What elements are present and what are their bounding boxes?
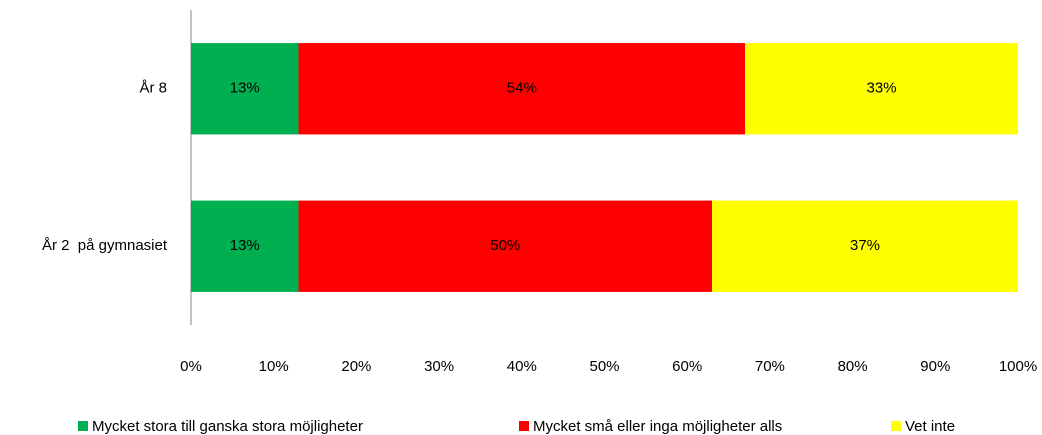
bar-segment [712, 200, 1018, 292]
legend-swatch [891, 421, 901, 431]
x-tick-label: 30% [424, 358, 454, 375]
legend-swatch [78, 421, 88, 431]
y-tick-label: År 8 [139, 80, 167, 97]
x-tick-label: 90% [920, 358, 950, 375]
x-tick-label: 50% [589, 358, 619, 375]
bar-segment [191, 200, 299, 292]
data-label: 37% [850, 237, 880, 254]
y-tick-label: År 2 på gymnasiet [42, 237, 168, 254]
legend-swatch [519, 421, 529, 431]
data-label: 50% [490, 237, 520, 254]
x-tick-label: 10% [259, 358, 289, 375]
data-label: 13% [230, 237, 260, 254]
data-label: 13% [230, 80, 260, 97]
bar-segment [191, 43, 299, 135]
bar-segment [298, 43, 746, 135]
x-tick-label: 100% [999, 358, 1037, 375]
data-label: 54% [507, 80, 537, 97]
x-tick-label: 80% [838, 358, 868, 375]
x-tick-label: 0% [180, 358, 202, 375]
legend-label: Vet inte [905, 418, 955, 435]
bar-segment [298, 200, 713, 292]
legend-label: Mycket små eller inga möjligheter alls [533, 418, 782, 435]
bar-segment [745, 43, 1018, 135]
x-tick-label: 20% [341, 358, 371, 375]
legend-label: Mycket stora till ganska stora möjlighet… [92, 418, 363, 435]
x-tick-label: 40% [507, 358, 537, 375]
x-tick-label: 60% [672, 358, 702, 375]
x-tick-label: 70% [755, 358, 785, 375]
data-label: 33% [867, 80, 897, 97]
